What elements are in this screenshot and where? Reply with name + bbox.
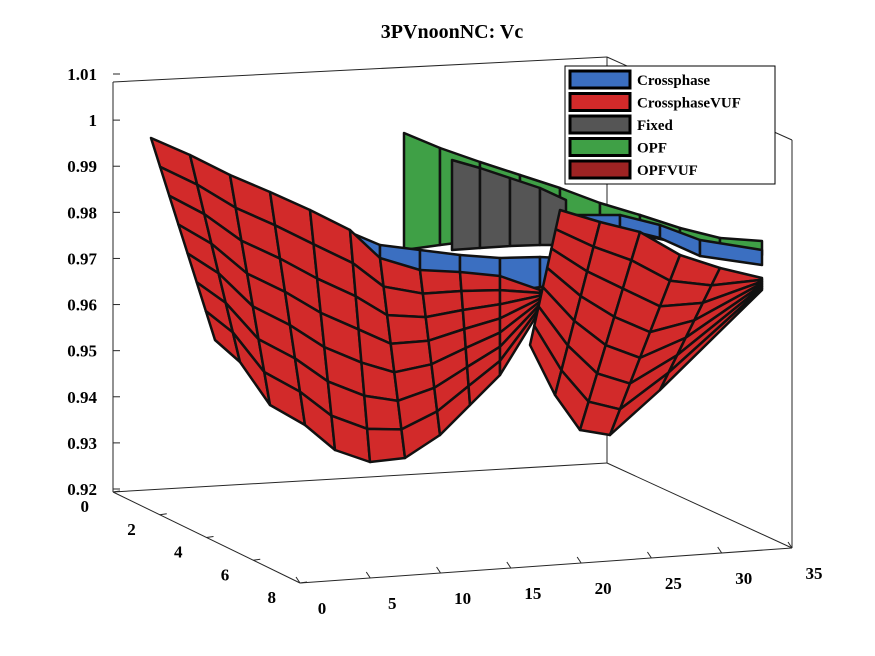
- surface-patch: [508, 176, 542, 248]
- legend-swatch: [568, 92, 632, 112]
- legend-label: Crossphase: [637, 73, 710, 89]
- crossphasevuf-left-surface: [149, 136, 542, 464]
- y-axis-ticks: 0 2 4 6 8: [81, 490, 308, 607]
- surface-patch: [418, 268, 463, 295]
- z-tick-label: 0.93: [67, 434, 97, 453]
- z-tick-label: 0.98: [67, 203, 97, 222]
- surface-patch: [458, 270, 502, 293]
- legend-swatch: [568, 159, 632, 180]
- x-tick-label: 30: [735, 569, 752, 588]
- y-tick-label: 6: [221, 565, 230, 584]
- chart-title: 3PVnoonNC: Vc: [381, 21, 524, 43]
- y-tick-label: 0: [81, 497, 90, 516]
- legend-swatch: [568, 137, 632, 157]
- legend-label: CrossphaseVUF: [637, 96, 741, 112]
- surface-patch: [450, 158, 482, 252]
- surface-patch: [698, 238, 764, 267]
- y-tick-label: 4: [174, 543, 183, 562]
- legend-swatch: [568, 69, 632, 90]
- x-tick-label: 35: [806, 564, 823, 583]
- legend-swatch: [568, 114, 632, 135]
- y-tick-label: 2: [127, 520, 136, 539]
- z-tick-label: 1.01: [67, 65, 97, 84]
- z-tick-label: 0.97: [67, 249, 97, 268]
- z-tick-label: 0.92: [67, 480, 97, 499]
- legend-label: OPFVUF: [637, 163, 698, 179]
- x-tick-label: 5: [388, 594, 397, 613]
- legend: Crossphase CrossphaseVUF Fixed OPF OPFVUF: [564, 65, 776, 185]
- surface-patch: [365, 427, 407, 464]
- crossphasevuf-right-surface: [528, 208, 764, 437]
- legend-label: OPF: [637, 141, 667, 157]
- z-axis-ticks: 0.92 0.93 0.94 0.95 0.96 0.97 0.98 0.99 1 1.01: [67, 65, 120, 499]
- z-tick-label: 0.96: [67, 296, 97, 315]
- y-tick-label: 8: [268, 588, 277, 607]
- z-tick-label: 0.95: [67, 342, 97, 361]
- surface-patch: [402, 131, 442, 252]
- x-tick-label: 20: [595, 579, 612, 598]
- surface-patch: [363, 394, 403, 431]
- x-axis-ticks: 0 5 10 15 20 25 30 35: [295, 541, 823, 618]
- surface-patch: [478, 166, 512, 250]
- legend-label: Fixed: [637, 118, 673, 134]
- surface-patch: [385, 313, 430, 345]
- z-tick-label: 0.99: [67, 157, 97, 176]
- z-tick-label: 0.94: [67, 388, 97, 407]
- x-tick-label: 10: [454, 589, 471, 608]
- x-tick-label: 0: [318, 599, 327, 618]
- z-tick-label: 1: [89, 111, 98, 130]
- surface-patch: [658, 287, 764, 392]
- x-tick-label: 15: [524, 584, 541, 603]
- surface-layers: [149, 131, 764, 464]
- x-tick-label: 25: [665, 574, 682, 593]
